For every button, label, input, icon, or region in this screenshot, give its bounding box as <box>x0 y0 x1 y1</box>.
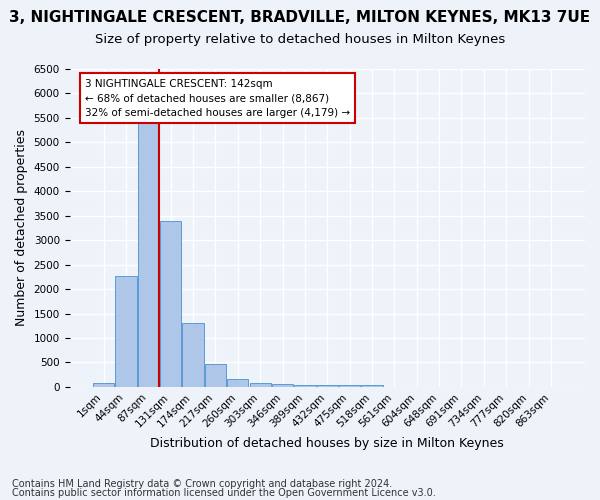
Bar <box>339 385 360 387</box>
Y-axis label: Number of detached properties: Number of detached properties <box>15 130 28 326</box>
Text: Size of property relative to detached houses in Milton Keynes: Size of property relative to detached ho… <box>95 32 505 46</box>
Bar <box>294 384 316 387</box>
Bar <box>227 379 248 387</box>
X-axis label: Distribution of detached houses by size in Milton Keynes: Distribution of detached houses by size … <box>151 437 504 450</box>
Text: 3, NIGHTINGALE CRESCENT, BRADVILLE, MILTON KEYNES, MK13 7UE: 3, NIGHTINGALE CRESCENT, BRADVILLE, MILT… <box>10 10 590 25</box>
Bar <box>182 323 203 387</box>
Text: Contains public sector information licensed under the Open Government Licence v3: Contains public sector information licen… <box>12 488 436 498</box>
Bar <box>272 384 293 387</box>
Bar <box>205 364 226 387</box>
Bar <box>317 385 338 387</box>
Bar <box>115 276 137 387</box>
Text: Contains HM Land Registry data © Crown copyright and database right 2024.: Contains HM Land Registry data © Crown c… <box>12 479 392 489</box>
Text: 3 NIGHTINGALE CRESCENT: 142sqm
← 68% of detached houses are smaller (8,867)
32% : 3 NIGHTINGALE CRESCENT: 142sqm ← 68% of … <box>85 78 350 118</box>
Bar <box>137 122 159 387</box>
Bar <box>160 221 181 387</box>
Bar <box>93 384 114 387</box>
Bar <box>361 386 383 387</box>
Bar <box>250 382 271 387</box>
